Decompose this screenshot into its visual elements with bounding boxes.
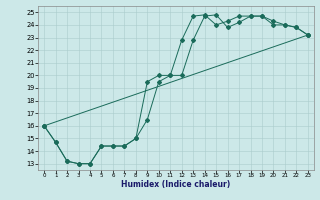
X-axis label: Humidex (Indice chaleur): Humidex (Indice chaleur) xyxy=(121,180,231,189)
